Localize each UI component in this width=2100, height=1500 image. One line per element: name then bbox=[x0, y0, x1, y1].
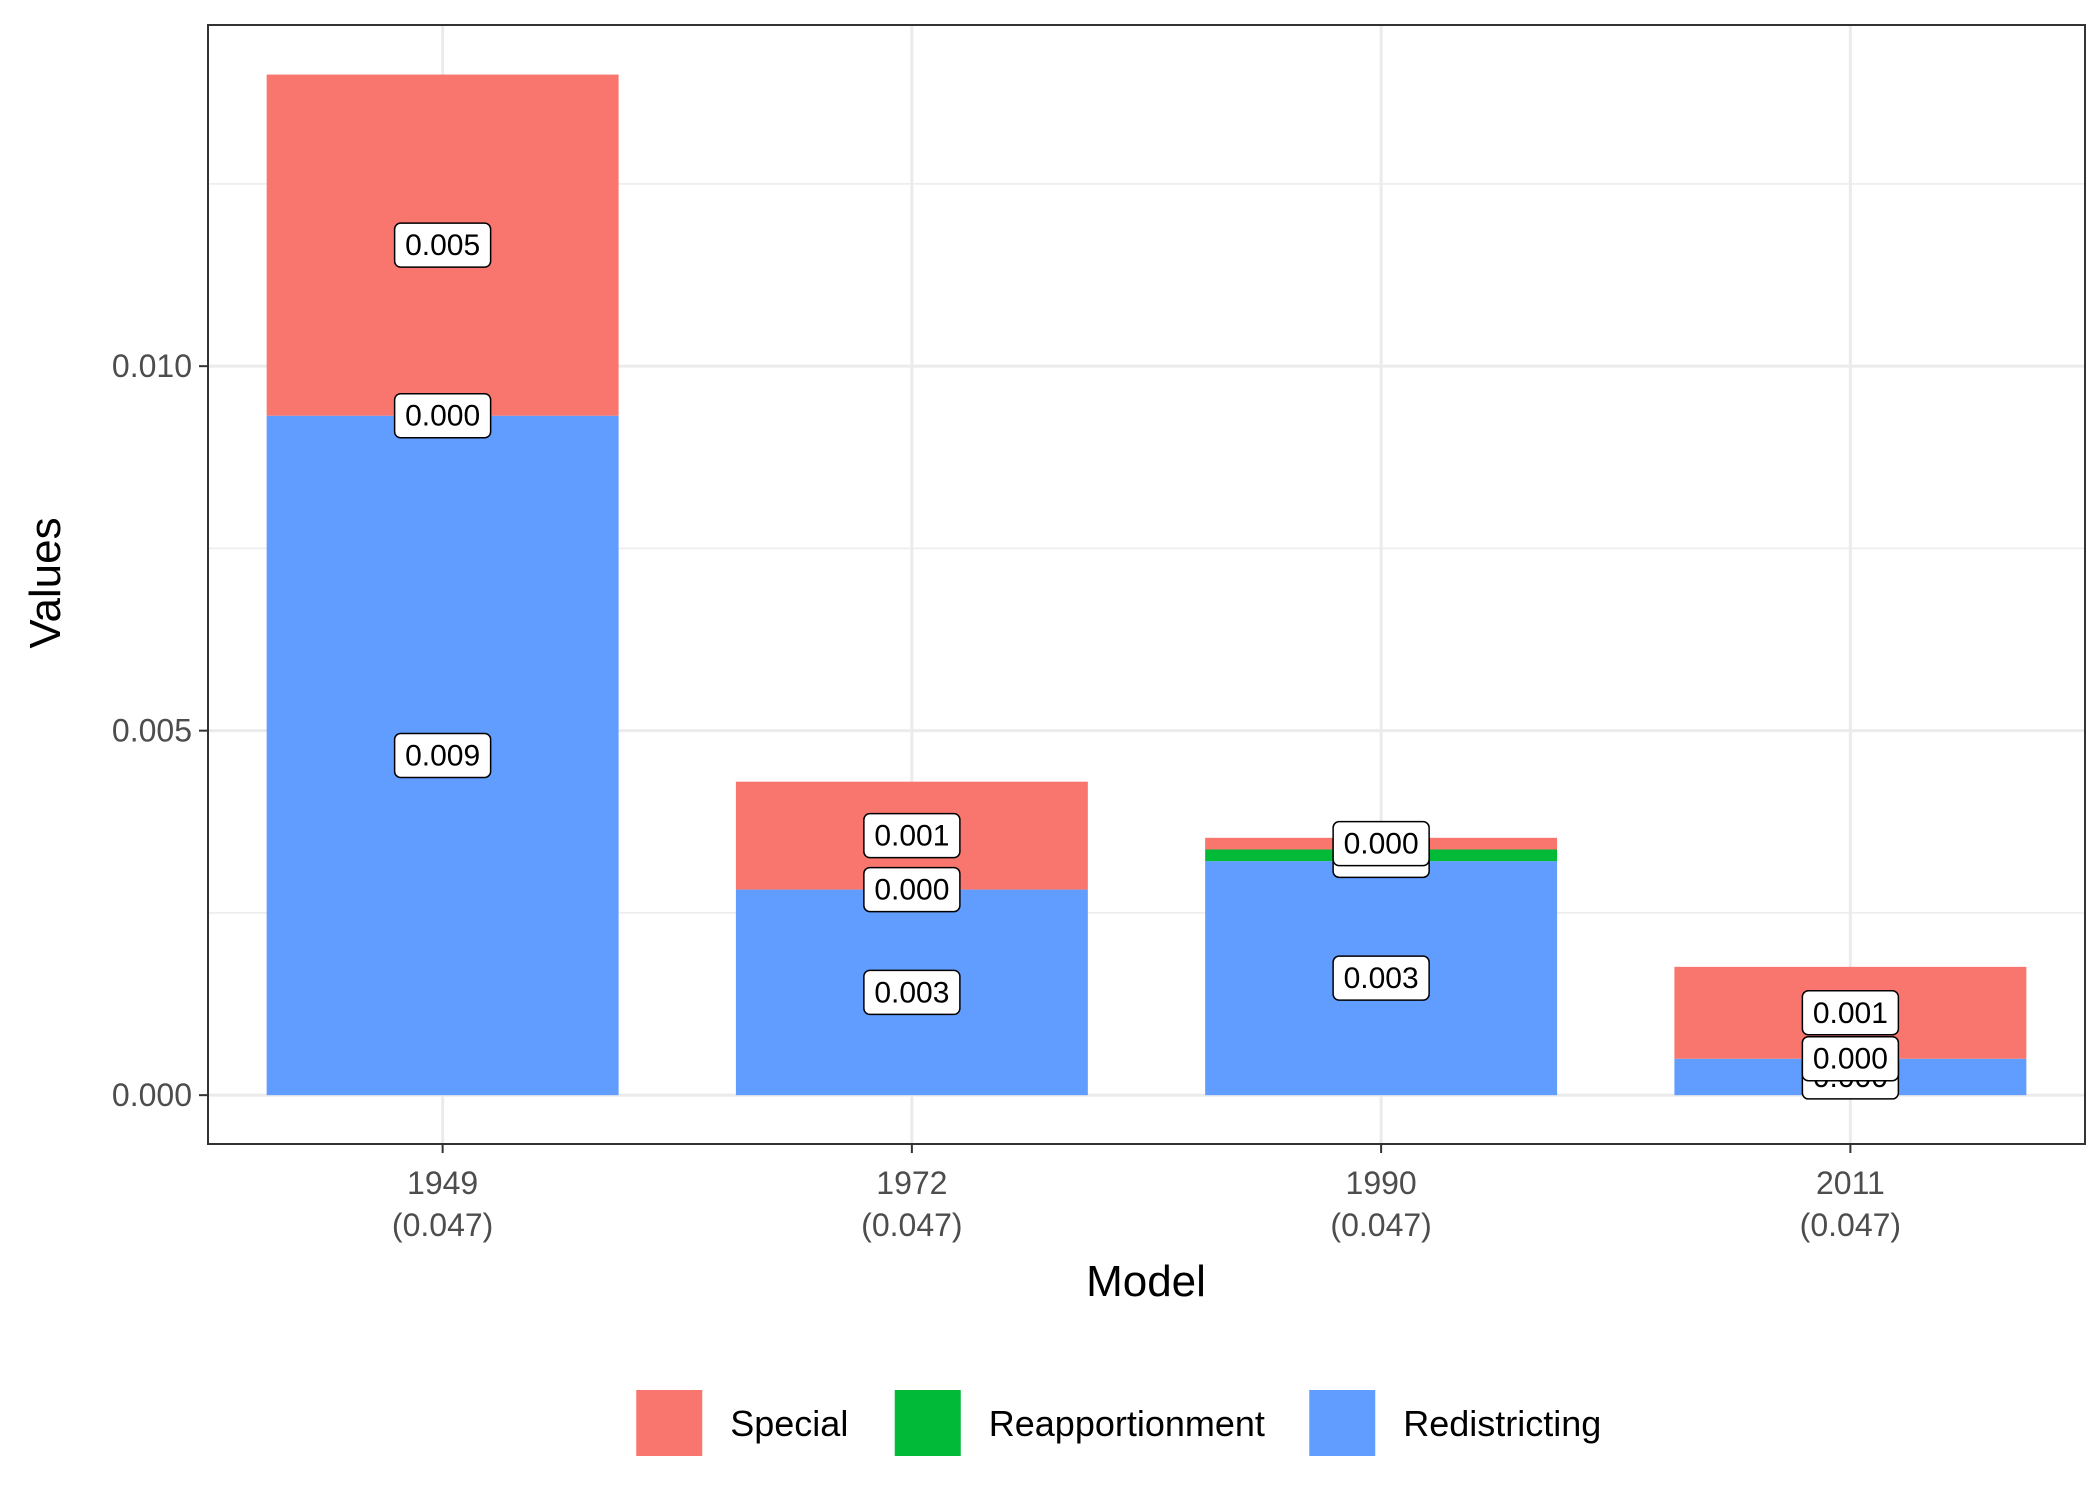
legend-key bbox=[894, 1390, 961, 1456]
y-axis: 0.000 0.005 0.010 bbox=[112, 348, 208, 1113]
data-label-redistricting: 0.003 bbox=[863, 969, 961, 1016]
data-label-box bbox=[863, 969, 961, 1016]
data-label-box bbox=[1801, 1035, 1900, 1082]
y-axis-title: Values bbox=[21, 517, 70, 648]
data-label-reapportionment: 0.000 bbox=[393, 392, 492, 439]
data-label-box bbox=[863, 812, 961, 859]
data-label-reapportionment: 0.000 bbox=[863, 866, 961, 913]
data-label-text: 0.000 bbox=[405, 400, 480, 433]
data-label-special: 0.001 bbox=[1801, 990, 1900, 1036]
data-label-text: 0.009 bbox=[405, 739, 480, 772]
data-label-redistricting: 0.003 bbox=[1332, 955, 1430, 1001]
data-label-box bbox=[393, 392, 492, 439]
data-label-box bbox=[393, 732, 492, 779]
y-tick-label: 0.005 bbox=[112, 713, 192, 749]
data-label-box bbox=[863, 866, 961, 913]
x-tick-label: 1972 (0.047) bbox=[861, 1165, 962, 1243]
legend-key bbox=[636, 1390, 703, 1456]
legend-item-special: Special bbox=[636, 1390, 848, 1456]
data-label-box bbox=[393, 222, 492, 268]
plot-frame bbox=[207, 24, 2086, 1145]
legend-item-reapportionment: Reapportionment bbox=[894, 1390, 1265, 1456]
legend-label: Redistricting bbox=[1403, 1403, 1601, 1444]
data-label-box bbox=[1332, 820, 1430, 867]
data-label-text: 0.005 bbox=[405, 229, 480, 262]
data-label-text: 0.001 bbox=[874, 820, 949, 853]
legend-item-redistricting: Redistricting bbox=[1309, 1390, 1601, 1456]
x-tick-label: 1990 (0.047) bbox=[1330, 1165, 1431, 1243]
data-label-special: 0.000 bbox=[1332, 820, 1430, 867]
data-label-redistricting: 0.009 bbox=[393, 732, 492, 779]
data-labels: 0.009 0.000 0.005 0.003 0.000 0.001 0.003 0.000… bbox=[393, 222, 1900, 1100]
data-label-special: 0.005 bbox=[393, 222, 492, 268]
data-label-box bbox=[1332, 955, 1430, 1001]
panel-border bbox=[207, 24, 2086, 1145]
data-label-text: 0.001 bbox=[1813, 997, 1888, 1030]
y-tick-label: 0.000 bbox=[112, 1077, 192, 1113]
x-axis-title: Model bbox=[1086, 1257, 1206, 1306]
legend-label: Reapportionment bbox=[989, 1403, 1265, 1444]
legend: Special Reapportionment Redistricting bbox=[636, 1390, 1601, 1456]
data-label-text: 0.000 bbox=[1813, 1043, 1888, 1076]
data-label-reapportionment: 0.000 bbox=[1801, 1035, 1900, 1082]
data-label-special: 0.001 bbox=[863, 812, 961, 859]
data-label-text: 0.003 bbox=[1344, 962, 1419, 995]
x-tick-label: 2011 (0.047) bbox=[1800, 1165, 1901, 1243]
data-label-text: 0.000 bbox=[874, 874, 949, 907]
data-label-text: 0.003 bbox=[874, 976, 949, 1009]
x-tick-label: 1949 (0.047) bbox=[392, 1165, 493, 1243]
data-label-text: 0.000 bbox=[1344, 828, 1419, 861]
x-axis: 1949 (0.047) 1972 (0.047) 1990 (0.047) 2011 (0.… bbox=[392, 1144, 1901, 1243]
legend-label: Special bbox=[730, 1403, 848, 1444]
y-tick-label: 0.010 bbox=[112, 348, 192, 384]
data-label-box bbox=[1801, 990, 1900, 1036]
legend-key bbox=[1309, 1390, 1376, 1456]
